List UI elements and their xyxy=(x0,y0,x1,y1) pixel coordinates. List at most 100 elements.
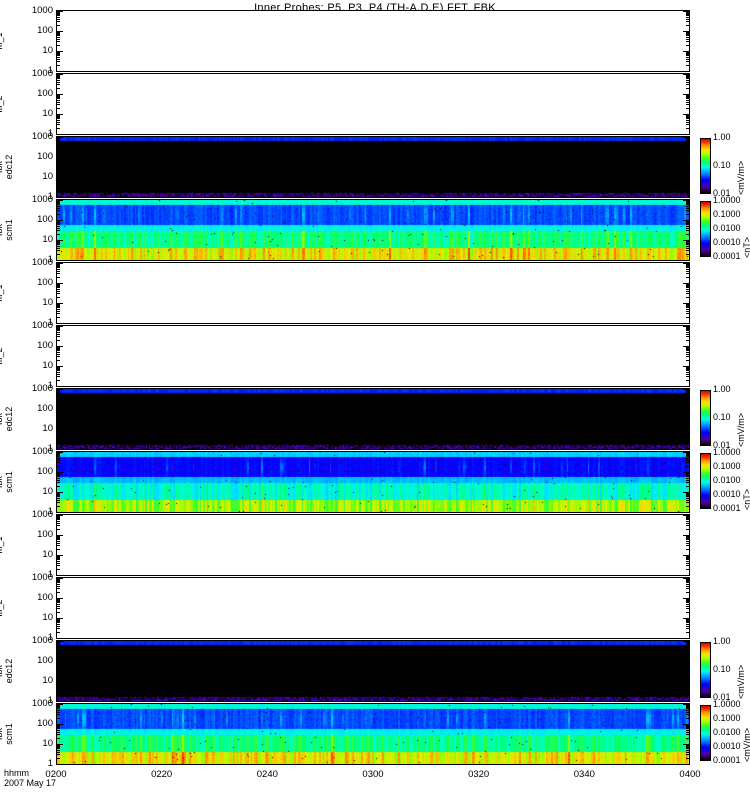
y-tickmark xyxy=(686,348,690,349)
y-tickmark xyxy=(56,606,60,607)
y-tickmark xyxy=(686,647,690,648)
y-tickmark xyxy=(56,718,60,719)
y-tickmark xyxy=(56,395,60,396)
y-tickmark xyxy=(56,599,60,600)
y-tickmark xyxy=(686,380,690,381)
y-tickmark xyxy=(686,393,690,394)
y-tick-label: 10 xyxy=(42,234,53,245)
y-tickmark xyxy=(56,177,63,178)
spectrogram-thd-fbk-scm1 xyxy=(57,452,689,512)
colorbar-tick-label: 1.00 xyxy=(713,384,731,394)
y-tickmark xyxy=(56,159,60,160)
y-tickmark xyxy=(56,555,63,556)
y-tickmark xyxy=(56,327,60,328)
y-tickmark xyxy=(686,632,690,633)
y-axis-label-the-fbk-scm1: thefbkscm1 xyxy=(0,723,14,745)
colorbar-the-fbk-edc12 xyxy=(700,642,711,698)
y-tickmark xyxy=(686,277,690,278)
y-tickmark xyxy=(56,230,60,231)
y-tickmark xyxy=(56,367,60,368)
y-tickmark xyxy=(56,234,60,235)
y-tickmark xyxy=(686,506,690,507)
y-tickmark xyxy=(686,395,690,396)
y-tickmark xyxy=(56,632,60,633)
y-tickmark xyxy=(686,415,690,416)
y-tickmark xyxy=(686,732,690,733)
y-tickmark xyxy=(56,728,60,729)
y-tickmark xyxy=(683,386,690,387)
y-tickmark xyxy=(686,621,690,622)
y-tickmark xyxy=(686,214,690,215)
y-tickmark xyxy=(686,399,690,400)
y-tickmark xyxy=(686,334,690,335)
y-tickmark xyxy=(56,116,60,117)
y-tickmark xyxy=(56,671,60,672)
y-tickmark xyxy=(56,642,60,643)
y-tickmark xyxy=(56,628,60,629)
y-tickmark xyxy=(686,372,690,373)
y-tickmark xyxy=(686,563,690,564)
y-tickmark xyxy=(686,187,690,188)
y-tickmark xyxy=(686,167,690,168)
y-tickmark xyxy=(686,159,690,160)
y-tick-label: 10 xyxy=(42,297,53,308)
y-tickmark xyxy=(686,181,690,182)
y-tickmark xyxy=(686,327,690,328)
y-tickmark xyxy=(686,147,690,148)
y-tickmark xyxy=(686,752,690,753)
y-axis-label-thd-fff-1: thdfff_1 xyxy=(0,284,5,302)
y-tickmark xyxy=(686,718,690,719)
panel-the-fbk-edc12 xyxy=(56,640,690,702)
y-tickmark xyxy=(56,734,60,735)
y-tickmark xyxy=(686,340,690,341)
y-tickmark xyxy=(56,681,63,682)
y-tickmark xyxy=(56,51,63,52)
panel-the-fff-1 xyxy=(56,514,690,576)
spectrogram-the-fbk-edc12 xyxy=(57,641,689,701)
y-tickmark xyxy=(686,204,690,205)
y-tickmark xyxy=(56,304,60,305)
x-tick-label: 0240 xyxy=(256,769,278,780)
y-tickmark xyxy=(56,480,60,481)
y-tickmark xyxy=(686,689,690,690)
colorbar-tick-label: 0.01 xyxy=(713,692,731,702)
y-tickmark xyxy=(56,651,60,652)
y-tickmark xyxy=(56,178,60,179)
y-tickmark xyxy=(686,622,690,623)
colorbar-tick-label: 1.0000 xyxy=(713,447,741,457)
y-tickmark xyxy=(56,492,63,493)
y-tickmark xyxy=(686,143,690,144)
y-tickmark xyxy=(686,545,690,546)
y-tickmark xyxy=(686,17,690,18)
y-tickmark xyxy=(56,370,60,371)
y-tickmark xyxy=(56,498,60,499)
panel-tha-fff-1 xyxy=(56,10,690,72)
y-tickmark xyxy=(686,725,690,726)
y-tickmark xyxy=(56,393,60,394)
y-tickmark xyxy=(686,557,690,558)
y-tickmark xyxy=(56,151,60,152)
y-tickmark xyxy=(686,354,690,355)
y-tickmark xyxy=(686,285,690,286)
y-tickmark xyxy=(56,354,60,355)
y-tickmark xyxy=(683,535,690,536)
y-tickmark xyxy=(686,77,690,78)
y-tickmark xyxy=(56,638,63,639)
colorbar-unit-label: <mV/m> xyxy=(736,412,746,447)
y-tickmark xyxy=(686,35,690,36)
y-tickmark xyxy=(686,559,690,560)
y-tickmark xyxy=(56,12,60,13)
y-tickmark xyxy=(56,102,60,103)
y-tickmark xyxy=(56,453,60,454)
y-tickmark xyxy=(686,368,690,369)
y-tickmark xyxy=(686,712,690,713)
y-tickmark xyxy=(686,500,690,501)
y-tickmark xyxy=(686,456,690,457)
y-tick-label: 1 xyxy=(47,380,53,391)
y-tickmark xyxy=(686,417,690,418)
y-tickmark xyxy=(683,598,690,599)
y-tickmark xyxy=(686,608,690,609)
y-tickmark xyxy=(56,41,60,42)
y-tickmark xyxy=(686,118,690,119)
y-tickmark xyxy=(56,25,60,26)
